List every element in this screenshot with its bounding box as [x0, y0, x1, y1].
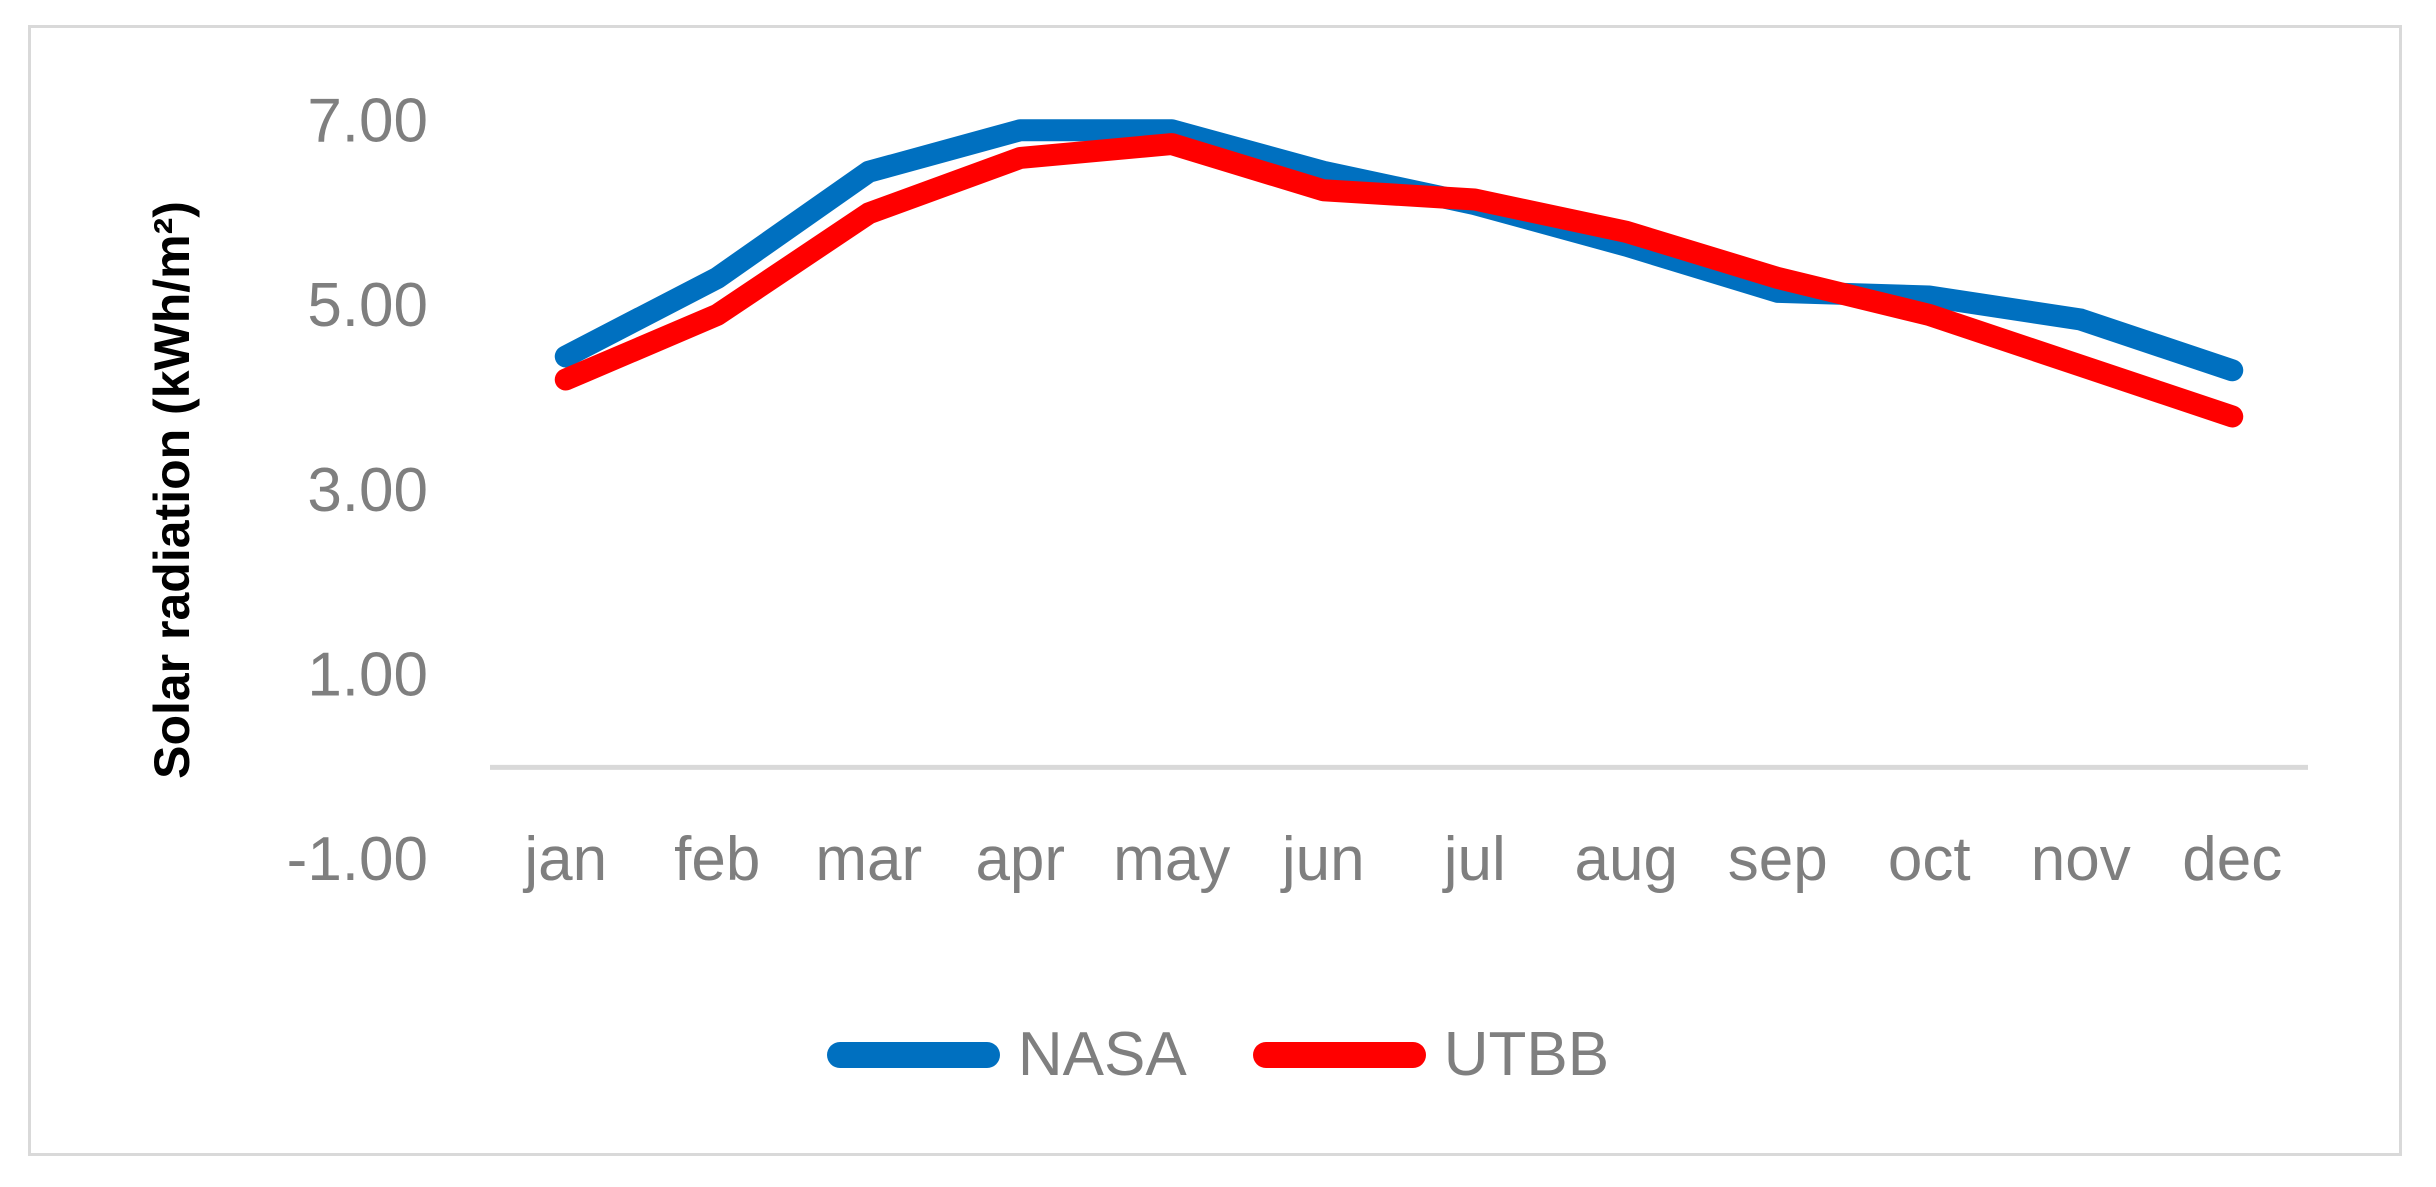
- nasa-series-swatch: [826, 1042, 1000, 1069]
- legend-label-nasa: NASA: [1017, 1020, 1187, 1089]
- x-tick-label: nov: [2031, 825, 2131, 894]
- x-tick-label: jan: [522, 825, 607, 894]
- x-tick-label: aug: [1575, 825, 1678, 894]
- y-tick-label: 1.00: [307, 641, 428, 710]
- y-tick-label: -1.00: [287, 825, 428, 894]
- x-tick-label: jul: [1442, 825, 1506, 894]
- series-line-utbb: [554, 133, 2244, 428]
- utbb-series-swatch: [1252, 1042, 1426, 1069]
- x-tick-label: jun: [1280, 825, 1365, 894]
- y-tick-label: 3.00: [307, 456, 428, 525]
- x-tick-label: oct: [1888, 825, 1971, 894]
- x-tick-label: feb: [674, 825, 760, 894]
- legend-item-nasa: NASA: [826, 1020, 1187, 1089]
- x-tick-label: mar: [815, 825, 922, 894]
- x-tick-label: may: [1113, 825, 1230, 894]
- legend-label-utbb: UTBB: [1443, 1020, 1610, 1089]
- chart-frame: [28, 25, 2402, 1156]
- x-tick-label: apr: [975, 825, 1065, 894]
- x-tick-label: dec: [2182, 825, 2282, 894]
- y-tick-label: 7.00: [307, 87, 428, 156]
- y-tick-label: 5.00: [307, 271, 428, 340]
- x-tick-label: sep: [1728, 825, 1828, 894]
- legend-item-utbb: UTBB: [1252, 1020, 1610, 1089]
- legend: NASA UTBB: [0, 1020, 2436, 1089]
